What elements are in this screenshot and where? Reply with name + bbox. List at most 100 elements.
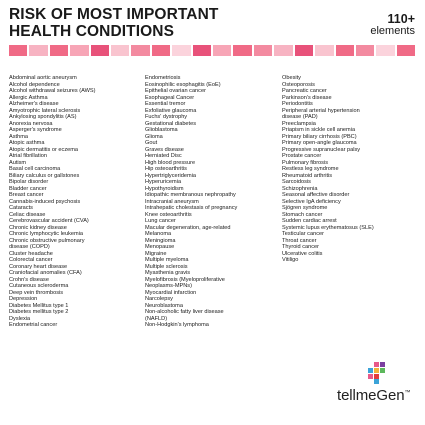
logo-square xyxy=(374,379,379,384)
logo-square xyxy=(374,368,379,373)
color-strip-cell xyxy=(49,45,69,56)
condition-item: Basal cell carcinoma xyxy=(9,166,61,172)
condition-item: Allergic Asthma xyxy=(9,94,48,101)
condition-item: High blood pressure xyxy=(145,159,196,166)
condition-item: Pulmonary fibrosis xyxy=(282,159,329,166)
condition-item: Preeclampsia xyxy=(282,120,316,127)
condition-item: Coronary heart disease xyxy=(9,263,68,270)
condition-item: Schizophrenia xyxy=(282,185,318,192)
condition-item: Hyperuricemia xyxy=(145,179,182,185)
condition-item: Primary open-angle glaucoma xyxy=(282,140,357,146)
condition-item: Ulcerative colitis xyxy=(282,250,323,257)
trademark-symbol: ™ xyxy=(404,390,411,396)
color-strip-cell xyxy=(355,45,375,56)
color-strip-cell xyxy=(172,45,191,56)
element-count-label: elements xyxy=(370,25,415,37)
condition-item: Myocardial infarction xyxy=(145,289,197,296)
condition-item: Testicular cancer xyxy=(282,231,324,237)
condition-item: Fuchs' dystrophy xyxy=(145,114,188,120)
color-strip-cell xyxy=(315,45,334,56)
condition-item: Endometriosis xyxy=(145,75,181,81)
color-strip-cell xyxy=(294,45,314,56)
condition-item: Colorectal cancer xyxy=(9,257,53,263)
condition-item: Non-Hodgkin's lymphoma xyxy=(145,322,209,328)
color-strip-cell xyxy=(396,45,416,56)
condition-item: Sudden cardiac arrest xyxy=(282,218,337,224)
condition-item: Cataracts xyxy=(9,205,33,211)
condition-item: Idiopathic membranous nephropathy xyxy=(145,192,236,198)
condition-item: Throat cancer xyxy=(282,237,317,244)
condition-item: Vitiligo xyxy=(282,257,299,263)
condition-item: Epithelial ovarian cancer xyxy=(145,88,206,94)
page-title: RISK OF MOST IMPORTANT HEALTH CONDITIONS xyxy=(9,6,329,40)
condition-item: Essential tremor xyxy=(145,101,186,107)
condition-item: Gout xyxy=(145,140,158,146)
condition-item: Seasonal affective disorder xyxy=(282,192,350,198)
condition-item: Thyroid cancer xyxy=(282,244,319,250)
condition-item: Diabetes Mellitus type 1 xyxy=(9,302,69,309)
condition-item: Craniofacial anomalies (CFA) xyxy=(9,270,82,276)
logo-square xyxy=(374,362,379,367)
condition-item: Primary biliary cirrhosis (PBC) xyxy=(282,133,357,140)
condition-item: Systemic lupus erythematosus (SLE) xyxy=(282,224,374,231)
condition-item: Bipolar disorder xyxy=(9,179,49,185)
condition-item: Hypertriglyceridemia xyxy=(145,172,196,179)
conditions-column-1: Abdominal aortic aneurysm Alcohol depende… xyxy=(9,75,96,329)
condition-item: Macular degeneration, age-related xyxy=(145,224,231,231)
conditions-column-3: Obesity Osteoporosis Pancreatic cancer Park… xyxy=(282,75,374,264)
condition-item: Cluster headache xyxy=(9,250,53,257)
condition-item: Cutaneous scleroderma xyxy=(9,283,69,289)
color-strip-cell xyxy=(70,45,89,56)
condition-item: Dyslexia xyxy=(9,315,31,322)
condition-item: Atopic dermatitis or eczema xyxy=(9,146,79,153)
condition-item: Periodontitis xyxy=(282,101,313,107)
condition-item: Cerebrovascular accident (CVA) xyxy=(9,218,89,224)
condition-item: Herniated Disc xyxy=(145,153,182,159)
condition-item: Eosinophilic esophagitis (EoE) xyxy=(145,81,221,88)
condition-item: Narcolepsy xyxy=(145,296,173,302)
condition-item: Abdominal aortic aneurysm xyxy=(9,75,77,81)
element-count-number: 110+ xyxy=(387,12,415,26)
condition-item: Cannabis-induced psychosis xyxy=(9,198,81,205)
condition-item: Alcohol withdrawal seizures (AWS) xyxy=(9,88,96,94)
condition-item: Progressive supranuclear palsy xyxy=(282,146,361,153)
condition-item: Glioma xyxy=(145,133,163,140)
condition-item: Menopause xyxy=(145,244,175,250)
conditions-column-2: Endometriosis Eosinophilic esophagitis (E… xyxy=(145,75,237,329)
condition-item: Lung cancer xyxy=(145,218,176,224)
condition-item: Knee osteoarthritis xyxy=(145,211,192,218)
condition-item: Myelofibrosis (Myeloproliferative xyxy=(145,276,225,283)
condition-item: Restless leg syndrome xyxy=(282,166,339,172)
condition-item: Endometrial cancer xyxy=(9,322,58,328)
condition-item: Intrahepatic cholestasis of pregnancy xyxy=(145,205,238,211)
condition-item: Glioblastoma xyxy=(145,127,178,133)
condition-item: Myasthenia gravis xyxy=(145,270,191,276)
color-strip-cell xyxy=(151,45,171,56)
condition-item: Chronic obstructive pulmonary xyxy=(9,237,85,244)
condition-item: Celiac disease xyxy=(9,211,46,218)
condition-item: Depression xyxy=(9,296,38,302)
condition-item: Priapism in sickle cell anemia xyxy=(282,127,356,133)
color-strip-cell xyxy=(131,45,150,56)
condition-item: Amyotrophic lateral sclerosis xyxy=(9,107,81,114)
condition-item: Melanoma xyxy=(145,231,172,237)
condition-item: Biliary calculus or gallstones xyxy=(9,172,80,179)
condition-item: Chronic lymphocytic leukemia xyxy=(9,231,83,237)
condition-item: Graves disease xyxy=(145,146,184,153)
condition-item: Stomach cancer xyxy=(282,211,323,218)
element-count: 110+ elements xyxy=(370,13,415,37)
condition-item: Crohn's disease xyxy=(9,276,49,283)
condition-item: Esophageal Cancer xyxy=(145,94,195,101)
condition-item: disease (PAD) xyxy=(282,114,318,120)
condition-item: Atopic asthma xyxy=(9,140,45,146)
condition-item: Peripheral arterial hypertension xyxy=(282,107,360,114)
logo-square xyxy=(368,374,373,379)
condition-item: Chronic kidney disease xyxy=(9,224,67,231)
color-strip-cell xyxy=(376,45,395,56)
condition-item: disease (COPD) xyxy=(9,244,50,250)
condition-item: Asperger's syndrome xyxy=(9,127,62,133)
color-strip-cell xyxy=(90,45,110,56)
condition-item: Prostate cancer xyxy=(282,153,322,159)
condition-item: Breast cancer xyxy=(9,192,44,198)
condition-item: Anorexia nervosa xyxy=(9,120,53,127)
